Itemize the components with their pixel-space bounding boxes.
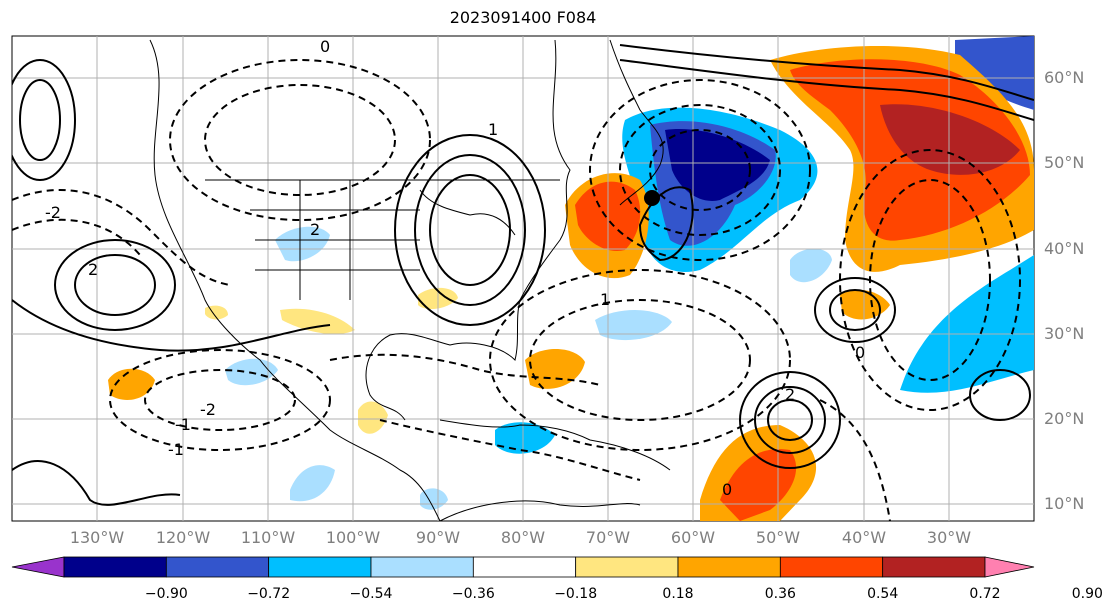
contour-label: -2 [200,400,216,419]
lat-label: 10°N [1044,494,1085,513]
lon-label: 80°W [500,528,546,547]
colorbar-segment [268,556,372,578]
lon-label: 100°W [325,528,381,547]
colorbar-segment [472,556,577,578]
yellow-region-2 [280,308,355,335]
lon-label: 130°W [69,528,125,547]
contour-label: 2 [785,385,795,404]
lon-label: 50°W [755,528,801,547]
lat-label: 50°N [1044,153,1085,172]
colorbar-tick-label: −0.36 [451,586,495,602]
lon-label: 30°W [926,528,972,547]
colorbar-segment [779,556,884,578]
contours-solid [12,44,1034,506]
colorbar-segment [370,556,474,578]
contours-dashed [12,59,1021,521]
lon-label: 60°W [670,528,716,547]
lon-label: 70°W [585,528,631,547]
darkred-region [880,104,1020,175]
anomaly-fill-negative [225,36,1034,510]
contour-label: 2 [310,220,320,239]
lightblue-region-6 [290,465,335,502]
contour-labels: 0 1 2 -1 -2 0 1 2 -1 -2 0 2 [45,37,865,499]
contour-label: 0 [722,480,732,499]
colorbar-extend-min [11,556,65,578]
lightblue-region-5 [790,248,832,283]
colorbar-tick-label: −0.54 [349,586,393,602]
colorbar-tick-label: 0.90 [1071,586,1103,602]
contour-label: -2 [45,203,61,222]
yellow-region-4 [840,289,890,320]
blue-region-east-atlantic [900,255,1034,393]
graticule [12,36,1034,521]
lat-label: 30°N [1044,324,1085,343]
colorbar-segment [575,556,679,578]
blue-region-greenland [955,36,1034,110]
lat-label: 20°N [1044,409,1085,428]
lightblue-region-1 [275,226,330,262]
contour-label: 0 [855,343,865,362]
contour-label: 1 [488,120,498,139]
contour-label: -1 [168,440,184,459]
colorbar-tick-label: 0.72 [969,586,1001,602]
lightblue-region-3 [495,422,555,454]
chart-title: 2023091400 F084 [449,8,597,27]
colorbar-tick-label: 0.36 [764,586,796,602]
colorbar-tick-label: 0.18 [662,586,694,602]
colorbar-segment [165,556,270,578]
orange-region-pacific [108,368,155,400]
navy-region [665,129,770,201]
lon-label: 40°W [841,528,887,547]
lon-label: 90°W [415,528,461,547]
colorbar-segment [677,556,781,578]
lat-label: 40°N [1044,239,1085,258]
colorbar-tick-label: −0.72 [247,586,291,602]
colorbar-extend-max [984,556,1035,578]
colorbar [11,556,1035,578]
contour-label: 1 [600,290,610,309]
lon-label: 120°W [155,528,211,547]
contour-label: 2 [88,260,98,279]
colorbar-tick-label: −0.18 [554,586,598,602]
colorbar-tick-label: −0.90 [144,586,188,602]
anomaly-fill-positive [108,45,1034,521]
lat-label: 60°N [1044,68,1085,87]
lightblue-region-2 [595,310,672,341]
storm-marker [644,190,660,206]
colorbar-tick-label: 0.54 [867,586,899,602]
contour-label: 0 [320,37,330,56]
colorbar-segment [882,556,986,578]
colorbar-segment [63,556,167,578]
contour-label: -1 [175,415,191,434]
yellow-region-3 [358,401,388,434]
lon-label: 110°W [240,528,296,547]
